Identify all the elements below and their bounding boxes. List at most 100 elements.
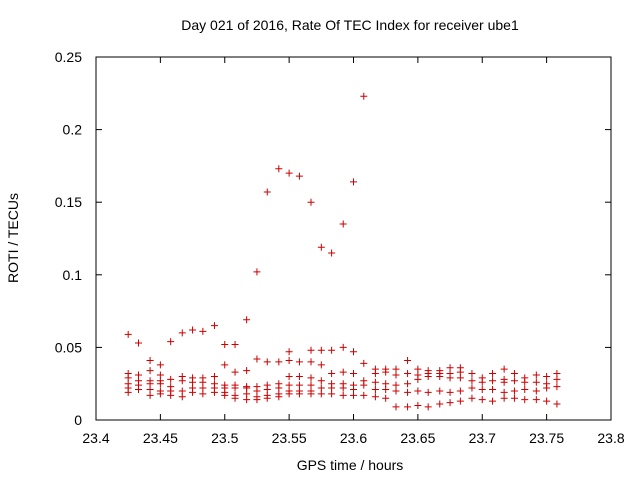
data-point <box>317 377 325 385</box>
data-point <box>532 371 540 379</box>
data-point <box>317 390 325 398</box>
data-point <box>307 346 315 354</box>
data-point <box>456 397 464 405</box>
data-point <box>317 361 325 369</box>
data-point <box>478 378 486 386</box>
data-point <box>468 384 476 392</box>
y-axis: 0 0.05 0.1 0.15 0.2 0.25 <box>55 49 611 428</box>
data-point <box>221 361 229 369</box>
data-point <box>371 393 379 401</box>
data-point <box>253 268 261 276</box>
data-point <box>543 372 551 380</box>
data-point <box>360 359 368 367</box>
data-point <box>285 372 293 380</box>
data-point <box>350 370 357 378</box>
x-axis-label: GPS time / hours <box>297 457 404 473</box>
data-point <box>510 394 518 402</box>
data-point <box>124 330 132 338</box>
data-point <box>210 388 218 396</box>
data-point <box>339 343 347 351</box>
y-tick-label: 0.25 <box>55 49 82 65</box>
data-point <box>532 396 540 404</box>
data-point <box>243 316 251 324</box>
plot-frame <box>95 56 612 421</box>
data-point <box>521 396 529 404</box>
data-point <box>436 387 444 395</box>
data-point <box>146 367 154 375</box>
data-point <box>414 375 422 383</box>
data-point <box>350 178 357 186</box>
data-point <box>446 388 454 396</box>
data-point <box>134 339 142 347</box>
x-axis: 23.4 23.45 23.5 23.55 23.6 23.65 23.7 23.75 23.8 <box>82 57 625 446</box>
data-point <box>328 390 336 398</box>
data-point <box>339 368 347 376</box>
y-tick-label: 0 <box>74 412 82 428</box>
data-point <box>350 391 357 399</box>
data-point <box>263 394 271 402</box>
data-point <box>489 386 497 394</box>
data-point <box>231 384 239 392</box>
data-point <box>436 372 444 380</box>
data-point <box>339 391 347 399</box>
data-point <box>221 391 229 399</box>
y-tick-label: 0.1 <box>63 267 83 283</box>
chart-title: Day 021 of 2016, Rate Of TEC Index for r… <box>181 17 519 33</box>
data-point <box>199 390 207 398</box>
data-point <box>146 391 154 399</box>
data-point <box>414 401 422 409</box>
data-point <box>543 397 551 405</box>
data-point <box>178 377 186 385</box>
data-point <box>253 396 261 404</box>
data-point <box>285 169 293 177</box>
y-tick-label: 0.05 <box>55 339 82 355</box>
data-point <box>156 380 164 388</box>
data-point <box>489 377 497 385</box>
data-point <box>404 380 412 388</box>
data-point <box>243 367 251 375</box>
data-point <box>414 387 422 395</box>
data-point <box>500 378 508 386</box>
data-point <box>521 378 529 386</box>
data-point <box>189 388 197 396</box>
data-point <box>339 220 347 228</box>
x-tick-label: 23.55 <box>272 430 307 446</box>
x-tick-label: 23.8 <box>597 430 624 446</box>
data-point <box>263 188 271 196</box>
data-point <box>221 340 229 348</box>
data-point <box>317 346 325 354</box>
data-point <box>167 338 175 346</box>
data-point <box>307 198 315 206</box>
data-point <box>553 375 561 383</box>
data-point <box>231 394 239 402</box>
data-point <box>424 388 432 396</box>
data-point <box>404 388 412 396</box>
x-tick-label: 23.7 <box>469 430 496 446</box>
data-point <box>295 172 303 180</box>
data-point <box>404 356 412 364</box>
data-point <box>189 326 197 334</box>
data-point <box>404 370 412 378</box>
x-tick-label: 23.6 <box>340 430 367 446</box>
data-point <box>339 384 347 392</box>
data-point <box>521 386 529 394</box>
x-tick-label: 23.65 <box>400 430 435 446</box>
data-point <box>307 374 315 382</box>
data-point <box>510 387 518 395</box>
data-point <box>553 383 561 391</box>
data-point <box>285 356 293 364</box>
x-tick-label: 23.75 <box>529 430 564 446</box>
x-tick-label: 23.45 <box>143 430 178 446</box>
data-point <box>500 394 508 402</box>
data-point <box>124 388 132 396</box>
data-point <box>371 370 379 378</box>
data-point <box>456 387 464 395</box>
data-point <box>178 393 186 401</box>
data-point <box>468 394 476 402</box>
data-point <box>392 387 400 395</box>
y-tick-label: 0.2 <box>63 122 83 138</box>
data-point <box>532 387 540 395</box>
data-point <box>360 391 368 399</box>
data-point <box>510 370 518 378</box>
data-point <box>295 372 303 380</box>
